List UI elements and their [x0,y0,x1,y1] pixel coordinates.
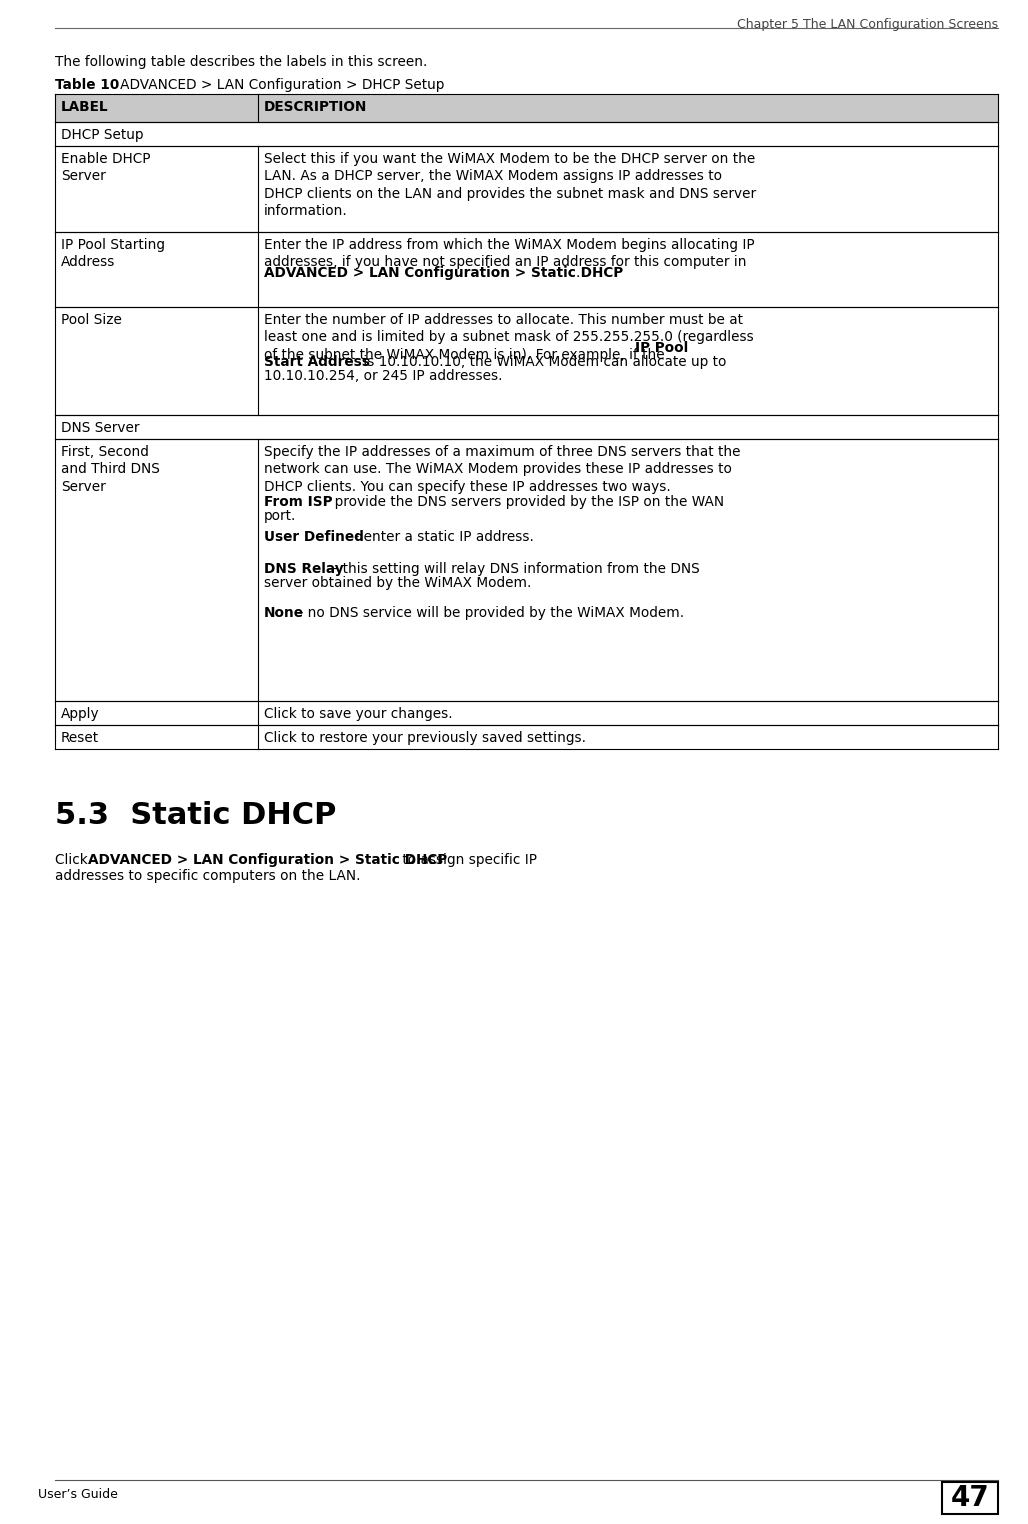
Text: ADVANCED > LAN Configuration > Static DHCP: ADVANCED > LAN Configuration > Static DH… [88,853,447,867]
Text: server obtained by the WiMAX Modem.: server obtained by the WiMAX Modem. [264,576,531,590]
Text: DHCP Setup: DHCP Setup [61,128,144,142]
Text: First, Second
and Third DNS
Server: First, Second and Third DNS Server [61,445,160,494]
Text: Enter the number of IP addresses to allocate. This number must be at
least one a: Enter the number of IP addresses to allo… [264,312,754,361]
Text: DESCRIPTION: DESCRIPTION [264,101,367,114]
Text: - this setting will relay DNS information from the DNS: - this setting will relay DNS informatio… [329,562,699,576]
Text: Apply: Apply [61,707,100,721]
Text: Chapter 5 The LAN Configuration Screens: Chapter 5 The LAN Configuration Screens [737,18,998,30]
Text: to assign specific IP: to assign specific IP [398,853,537,867]
Text: IP Pool: IP Pool [634,341,688,355]
Text: - enter a static IP address.: - enter a static IP address. [350,530,534,544]
Text: User’s Guide: User’s Guide [38,1487,118,1501]
Bar [942,1481,998,1513]
Text: DNS Relay: DNS Relay [264,562,343,576]
Text: The following table describes the labels in this screen.: The following table describes the labels… [56,55,428,69]
Text: Enable DHCP
Server: Enable DHCP Server [61,152,150,183]
Text: port.: port. [264,509,296,523]
Text: DNS Server: DNS Server [61,421,140,434]
Text: None: None [264,607,303,620]
Text: Select this if you want the WiMAX Modem to be the DHCP server on the
LAN. As a D: Select this if you want the WiMAX Modem … [264,152,756,218]
Text: Enter the IP address from which the WiMAX Modem begins allocating IP
addresses, : Enter the IP address from which the WiMA… [264,238,755,270]
Text: 47: 47 [951,1484,989,1512]
Text: LABEL: LABEL [61,101,109,114]
Text: addresses to specific computers on the LAN.: addresses to specific computers on the L… [56,869,361,882]
Text: 10.10.10.254, or 245 IP addresses.: 10.10.10.254, or 245 IP addresses. [264,369,503,383]
Text: Reset: Reset [61,732,99,745]
Text: ADVANCED > LAN Configuration > Static DHCP: ADVANCED > LAN Configuration > Static DH… [264,267,623,280]
Text: Click to restore your previously saved settings.: Click to restore your previously saved s… [264,732,586,745]
Text: Start Address: Start Address [264,355,370,369]
Text: Click to save your changes.: Click to save your changes. [264,707,452,721]
Text: Table 10: Table 10 [56,78,119,91]
Text: IP Pool Starting
Address: IP Pool Starting Address [61,238,166,270]
Text: is 10.10.10.10, the WiMAX Modem can allocate up to: is 10.10.10.10, the WiMAX Modem can allo… [359,355,726,369]
Text: - no DNS service will be provided by the WiMAX Modem.: - no DNS service will be provided by the… [294,607,684,620]
Text: 5.3  Static DHCP: 5.3 Static DHCP [56,802,336,831]
Text: .: . [576,267,580,280]
Text: From ISP: From ISP [264,495,332,509]
Bar [56,94,998,122]
Text: User Defined: User Defined [264,530,364,544]
Text: Pool Size: Pool Size [61,312,122,328]
Text: Click: Click [56,853,93,867]
Text: - provide the DNS servers provided by the ISP on the WAN: - provide the DNS servers provided by th… [321,495,724,509]
Text: ADVANCED > LAN Configuration > DHCP Setup: ADVANCED > LAN Configuration > DHCP Setu… [107,78,444,91]
Text: Specify the IP addresses of a maximum of three DNS servers that the
network can : Specify the IP addresses of a maximum of… [264,445,740,494]
